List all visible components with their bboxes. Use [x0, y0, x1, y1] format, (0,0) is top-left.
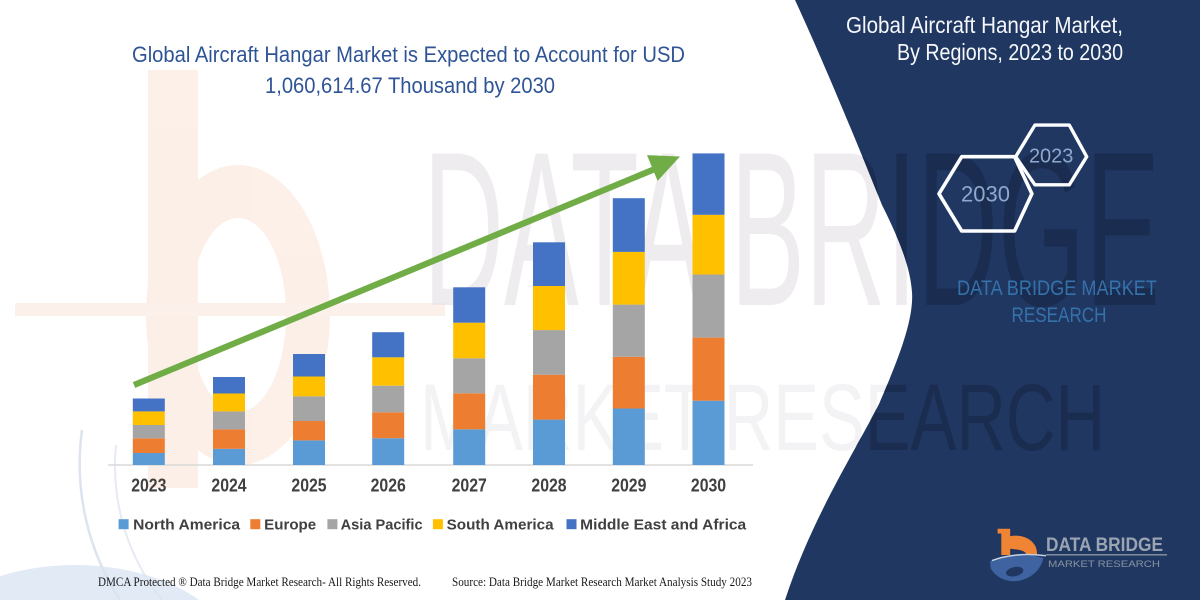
- svg-text:2027: 2027: [452, 476, 487, 496]
- svg-text:RESEARCH: RESEARCH: [1012, 304, 1107, 327]
- svg-text:2023: 2023: [131, 476, 166, 496]
- svg-text:2024: 2024: [211, 476, 246, 496]
- svg-text:Middle East and Africa: Middle East and Africa: [580, 516, 747, 533]
- svg-text:DMCA Protected ® Data Bridge M: DMCA Protected ® Data Bridge Market Rese…: [98, 575, 421, 589]
- svg-text:2025: 2025: [291, 476, 326, 496]
- svg-text:Source: Data Bridge Market Res: Source: Data Bridge Market Research Mark…: [452, 575, 752, 589]
- svg-text:2030: 2030: [961, 182, 1010, 207]
- svg-text:Asia Pacific: Asia Pacific: [341, 516, 423, 533]
- svg-text:2029: 2029: [611, 476, 646, 496]
- svg-text:Global Aircraft Hangar Market: Global Aircraft Hangar Market is Expecte…: [132, 42, 685, 67]
- svg-text:Global Aircraft Hangar Market,: Global Aircraft Hangar Market,: [846, 12, 1123, 38]
- svg-text:2030: 2030: [691, 476, 726, 496]
- svg-text:DATA BRIDGE MARKET: DATA BRIDGE MARKET: [957, 277, 1157, 300]
- svg-text:2028: 2028: [531, 476, 566, 496]
- svg-text:Europe: Europe: [264, 516, 316, 533]
- svg-text:North America: North America: [133, 516, 241, 533]
- svg-text:MARKET RESEARCH: MARKET RESEARCH: [1048, 559, 1160, 569]
- svg-text:South America: South America: [447, 516, 555, 533]
- svg-text:DATA BRIDGE: DATA BRIDGE: [1046, 535, 1163, 556]
- svg-text:2023: 2023: [1029, 146, 1074, 168]
- svg-text:2026: 2026: [371, 476, 406, 496]
- svg-text:1,060,614.67 Thousand by 2030: 1,060,614.67 Thousand by 2030: [265, 73, 555, 98]
- svg-text:By Regions, 2023 to 2030: By Regions, 2023 to 2030: [897, 39, 1123, 65]
